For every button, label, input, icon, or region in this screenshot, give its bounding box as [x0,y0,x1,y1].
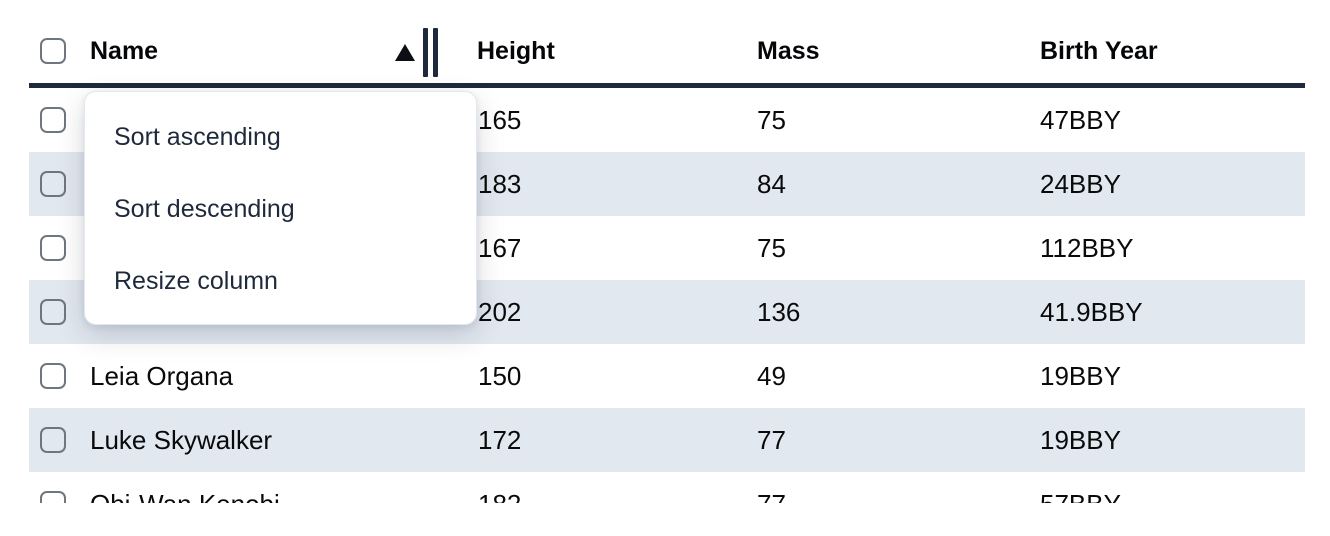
table-row: Luke Skywalker 172 77 19BBY [29,408,1305,472]
row-checkbox[interactable] [40,171,66,197]
cell-mass: 49 [757,361,786,391]
column-resize-handle[interactable] [423,28,438,77]
select-all-checkbox[interactable] [40,38,66,64]
cell-mass: 77 [757,472,786,503]
row-checkbox[interactable] [40,363,66,389]
column-header-height[interactable]: Height [477,37,555,65]
row-checkbox[interactable] [40,235,66,261]
cell-birth-year: 47BBY [1040,105,1121,135]
column-header-mass[interactable]: Mass [757,37,820,65]
menu-item-sort-descending[interactable]: Sort descending [114,195,295,223]
cell-birth-year: 19BBY [1040,361,1121,391]
table-header-row: Name Height Mass Birth Year [29,19,1305,83]
resize-bar-icon [423,28,428,77]
sort-ascending-icon [395,44,415,61]
column-header-birth-year[interactable]: Birth Year [1040,37,1158,65]
cell-birth-year: 19BBY [1040,425,1121,455]
cell-mass: 136 [757,297,801,327]
cell-birth-year: 112BBY [1040,233,1134,263]
cell-mass: 77 [757,425,786,455]
cell-height: 182 [478,472,521,503]
cell-height: 183 [478,169,522,199]
cell-mass: 75 [757,233,786,263]
menu-item-sort-ascending[interactable]: Sort ascending [114,123,281,151]
cell-height: 202 [478,297,522,327]
cell-name: Leia Organa [90,361,234,391]
resize-bar-icon [433,28,438,77]
row-checkbox[interactable] [40,299,66,325]
header-divider [29,83,1305,88]
row-checkbox[interactable] [40,491,66,503]
table-row: Obi-Wan Kenobi 182 77 57BBY [29,472,1305,503]
row-checkbox[interactable] [40,427,66,453]
cell-mass: 75 [757,105,786,135]
table-viewport: Name Height Mass Birth Year 165 75 47BBY… [29,19,1305,503]
context-menu: Sort ascending Sort descending Resize colu… [84,91,477,325]
menu-item-resize-column[interactable]: Resize column [114,267,278,295]
cell-name: Obi-Wan Kenobi [90,472,280,503]
table-row: Leia Organa 150 49 19BBY [29,344,1305,408]
column-header-name[interactable]: Name [90,37,159,65]
cell-name: Luke Skywalker [90,425,273,455]
row-checkbox[interactable] [40,107,66,133]
cell-height: 167 [478,233,522,263]
cell-birth-year: 57BBY [1040,472,1121,503]
cell-birth-year: 41.9BBY [1040,297,1143,327]
cell-mass: 84 [757,169,786,199]
cell-height: 150 [478,361,522,391]
cell-birth-year: 24BBY [1040,169,1121,199]
cell-height: 172 [478,425,522,455]
cell-height: 165 [478,105,522,135]
